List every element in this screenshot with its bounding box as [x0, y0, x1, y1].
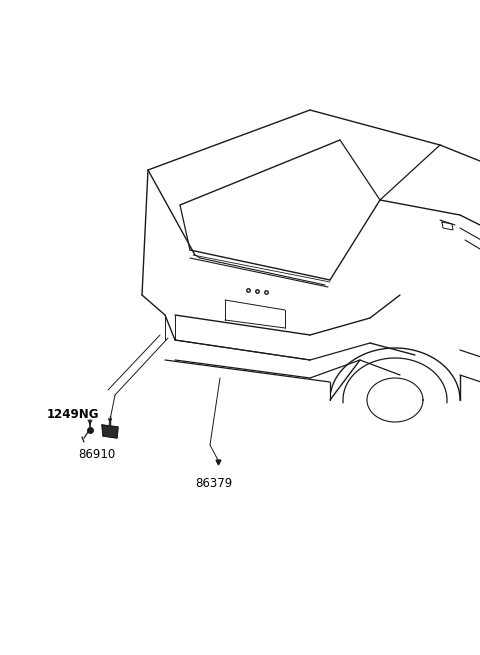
Text: 86910: 86910: [78, 448, 115, 461]
Text: 1249NG: 1249NG: [47, 408, 99, 421]
Text: 86379: 86379: [195, 477, 232, 490]
Polygon shape: [102, 425, 118, 438]
